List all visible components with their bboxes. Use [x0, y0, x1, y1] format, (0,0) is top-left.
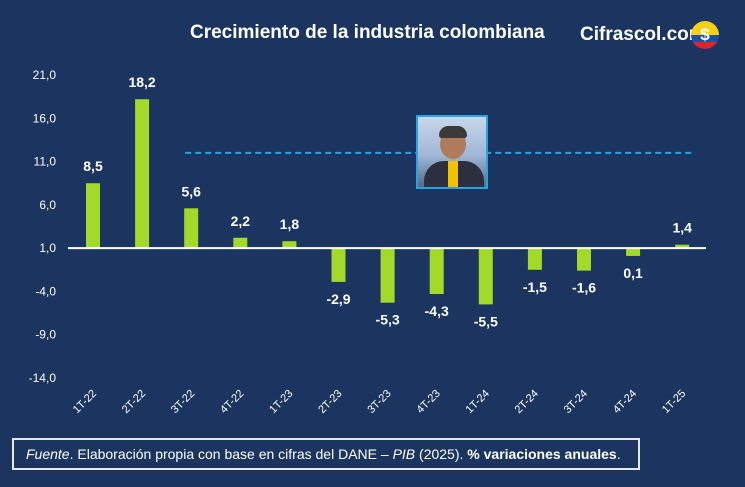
bar	[184, 208, 199, 249]
bar-value-label: 1,4	[672, 220, 692, 236]
y-tick-label: 11,0	[34, 155, 57, 169]
bar	[86, 183, 100, 249]
bar-value-label: 5,6	[181, 183, 201, 199]
bar-value-label: 8,5	[83, 158, 103, 174]
bar	[478, 248, 493, 305]
source-label: Fuente	[26, 446, 70, 462]
chart-title: Crecimiento de la industria colombiana	[190, 22, 545, 43]
source-note: Fuente. Elaboración propia con base en c…	[12, 438, 640, 470]
bar-value-label: -4,3	[425, 303, 449, 319]
x-tick-label: 1T-22	[71, 388, 99, 416]
y-tick-label: 1,0	[39, 241, 56, 255]
bar-value-label: -1,5	[523, 279, 547, 295]
bar	[429, 248, 444, 295]
y-tick-label: -9,0	[35, 328, 56, 342]
y-tick-label: -4,0	[35, 284, 56, 298]
bar	[135, 99, 150, 249]
bar	[380, 248, 395, 303]
dollar-sign-icon: $	[691, 21, 719, 49]
x-tick-label: 2T-23	[316, 388, 344, 416]
x-tick-label: 3T-23	[365, 388, 393, 416]
bar-value-label: 1,8	[280, 216, 300, 232]
bar	[233, 237, 248, 249]
bar	[527, 248, 542, 270]
x-tick-label: 3T-24	[562, 388, 590, 416]
bar-value-label: 0,1	[623, 265, 643, 281]
brand-name: Cifrascol.com	[580, 24, 706, 45]
bar	[675, 244, 690, 249]
bar-value-label: -2,9	[326, 291, 350, 307]
y-tick-label: 6,0	[39, 198, 56, 212]
bar	[331, 248, 346, 282]
portrait-photo	[416, 115, 488, 189]
y-tick-label: 16,0	[33, 111, 57, 125]
x-tick-label: 2T-24	[513, 388, 541, 416]
x-tick-label: 2T-22	[120, 388, 148, 416]
bar	[577, 248, 591, 271]
bar	[282, 241, 297, 249]
x-tick-label: 4T-22	[218, 388, 246, 416]
bar-value-label: 18,2	[128, 74, 155, 90]
bar-value-label: -5,3	[376, 312, 400, 328]
x-tick-label: 1T-25	[660, 388, 688, 416]
x-tick-label: 1T-24	[464, 388, 492, 416]
y-tick-label: 21,0	[33, 68, 57, 82]
x-tick-label: 4T-23	[414, 388, 442, 416]
bar-value-label: 2,2	[231, 213, 251, 229]
x-tick-label: 3T-22	[169, 388, 197, 416]
bar-value-label: -5,5	[474, 313, 498, 329]
bar	[626, 248, 641, 256]
x-tick-label: 4T-24	[611, 388, 639, 416]
bar-value-label: -1,6	[572, 280, 596, 296]
y-tick-label: -14,0	[29, 371, 57, 385]
x-tick-label: 1T-23	[267, 388, 295, 416]
